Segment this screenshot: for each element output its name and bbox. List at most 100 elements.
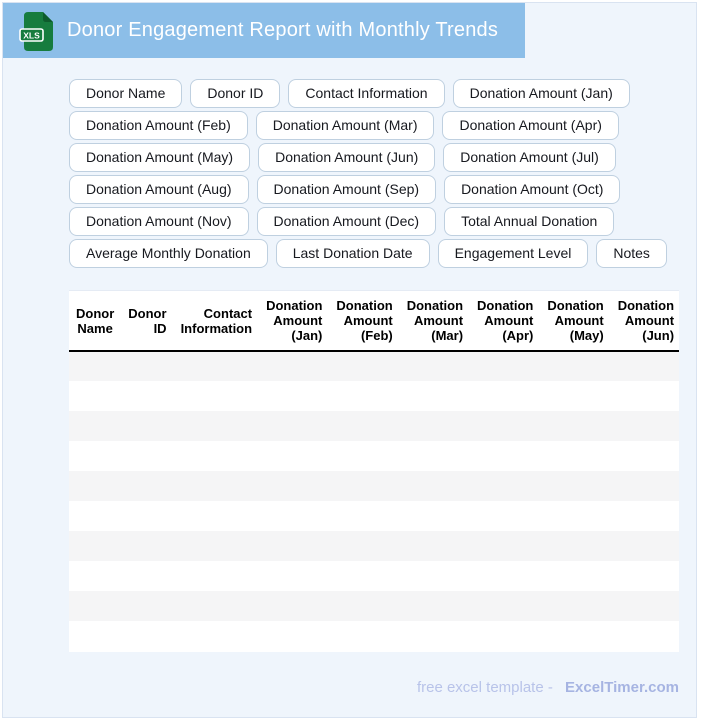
table-cell bbox=[329, 561, 399, 591]
table-cell bbox=[259, 441, 329, 471]
table-cell bbox=[400, 411, 470, 441]
table-cell bbox=[174, 351, 260, 381]
column-chip: Donation Amount (Apr) bbox=[442, 111, 619, 140]
column-chip: Donation Amount (Jun) bbox=[258, 143, 436, 172]
table-cell bbox=[611, 561, 679, 591]
table-cell bbox=[470, 621, 540, 651]
table-cell bbox=[400, 381, 470, 411]
column-chip: Donor ID bbox=[190, 79, 281, 108]
xls-icon-label: XLS bbox=[23, 31, 40, 41]
table-cell bbox=[470, 351, 540, 381]
table-cell bbox=[611, 471, 679, 501]
table-cell bbox=[174, 381, 260, 411]
table-cell bbox=[174, 501, 260, 531]
table-cell bbox=[329, 501, 399, 531]
column-chip: Donation Amount (Nov) bbox=[69, 207, 249, 236]
table-cell bbox=[400, 441, 470, 471]
table-header-cell: Donation Amount (Apr) bbox=[470, 291, 541, 352]
table-cell bbox=[69, 561, 121, 591]
table-cell bbox=[121, 351, 173, 381]
table-cell bbox=[259, 471, 329, 501]
table-header-cell: Donation Amount (Jan) bbox=[259, 291, 330, 352]
table-cell bbox=[174, 441, 260, 471]
table-cell bbox=[611, 441, 679, 471]
table-cell bbox=[540, 441, 610, 471]
table-header-cell: Donor Name bbox=[69, 291, 122, 352]
table-cell bbox=[259, 591, 329, 621]
table-cell bbox=[259, 501, 329, 531]
table-cell bbox=[540, 501, 610, 531]
table-cell bbox=[259, 561, 329, 591]
column-chip: Donation Amount (May) bbox=[69, 143, 251, 172]
table-cell bbox=[540, 531, 610, 561]
table-cell bbox=[69, 621, 121, 651]
table-cell bbox=[69, 501, 121, 531]
table-header-cell: Donation Amount (Mar) bbox=[399, 291, 471, 352]
column-chip: Donor Name bbox=[69, 79, 183, 108]
page-title: Donor Engagement Report with Monthly Tre… bbox=[67, 19, 499, 41]
table-cell bbox=[121, 411, 173, 441]
table-cell bbox=[329, 531, 399, 561]
table-cell bbox=[121, 531, 173, 561]
table-row bbox=[69, 471, 679, 501]
table-cell bbox=[69, 381, 121, 411]
template-preview-card: XLS Donor Engagement Report with Monthly… bbox=[2, 2, 697, 718]
table-cell bbox=[540, 591, 610, 621]
column-chip: Donation Amount (Aug) bbox=[69, 175, 249, 204]
column-chip: Last Donation Date bbox=[275, 239, 430, 268]
column-chip: Donation Amount (Jul) bbox=[443, 143, 616, 172]
footer-credit: free excel template - ExcelTimer.com bbox=[417, 679, 679, 696]
table-cell bbox=[69, 441, 121, 471]
table-cell bbox=[540, 351, 610, 381]
table-cell bbox=[540, 561, 610, 591]
footer-brand-link[interactable]: ExcelTimer.com bbox=[565, 679, 679, 696]
chip-row: Donor Name Donor ID Contact Information Don… bbox=[69, 79, 689, 108]
table-cell bbox=[329, 471, 399, 501]
table-cell bbox=[329, 381, 399, 411]
table-cell bbox=[400, 561, 470, 591]
chip-row: Donation Amount (Aug) Donation Amount (Se… bbox=[69, 175, 689, 204]
preview-table-container: Donor Name Donor ID Contact Information Don… bbox=[69, 290, 679, 652]
table-cell bbox=[540, 381, 610, 411]
table-header-cell: Donation Amount (Jun) bbox=[610, 291, 679, 352]
column-chip: Notes bbox=[596, 239, 667, 268]
column-chip: Donation Amount (Dec) bbox=[256, 207, 437, 236]
table-cell bbox=[121, 561, 173, 591]
chip-row: Donation Amount (Nov) Donation Amount (De… bbox=[69, 207, 689, 236]
table-cell bbox=[470, 411, 540, 441]
table-cell bbox=[69, 351, 121, 381]
table-cell bbox=[611, 351, 679, 381]
table-cell bbox=[470, 561, 540, 591]
footer-text: free excel template - bbox=[416, 679, 553, 696]
table-cell bbox=[400, 351, 470, 381]
table-cell bbox=[470, 471, 540, 501]
table-row bbox=[69, 441, 679, 471]
table-cell bbox=[174, 591, 260, 621]
table-cell bbox=[174, 561, 260, 591]
table-row bbox=[69, 411, 679, 441]
preview-table: Donor Name Donor ID Contact Information Don… bbox=[69, 291, 679, 651]
table-cell bbox=[69, 411, 121, 441]
table-cell bbox=[540, 471, 610, 501]
table-cell bbox=[611, 621, 679, 651]
column-chip: Engagement Level bbox=[437, 239, 589, 268]
table-cell bbox=[611, 531, 679, 561]
xls-file-icon: XLS bbox=[19, 12, 53, 51]
table-cell bbox=[540, 411, 610, 441]
chip-row: Average Monthly Donation Last Donation Da… bbox=[69, 239, 689, 268]
table-cell bbox=[400, 531, 470, 561]
table-cell bbox=[400, 501, 470, 531]
table-cell bbox=[540, 621, 610, 651]
chip-row: Donation Amount (May) Donation Amount (Ju… bbox=[69, 143, 689, 172]
table-cell bbox=[174, 411, 260, 441]
table-cell bbox=[121, 381, 173, 411]
table-cell bbox=[121, 471, 173, 501]
table-cell bbox=[611, 501, 679, 531]
chip-rows: Donor Name Donor ID Contact Information Don… bbox=[69, 79, 689, 271]
table-row bbox=[69, 381, 679, 411]
table-cell bbox=[611, 411, 679, 441]
table-cell bbox=[329, 621, 399, 651]
table-row bbox=[69, 621, 679, 651]
table-cell bbox=[69, 531, 121, 561]
table-cell bbox=[611, 591, 679, 621]
